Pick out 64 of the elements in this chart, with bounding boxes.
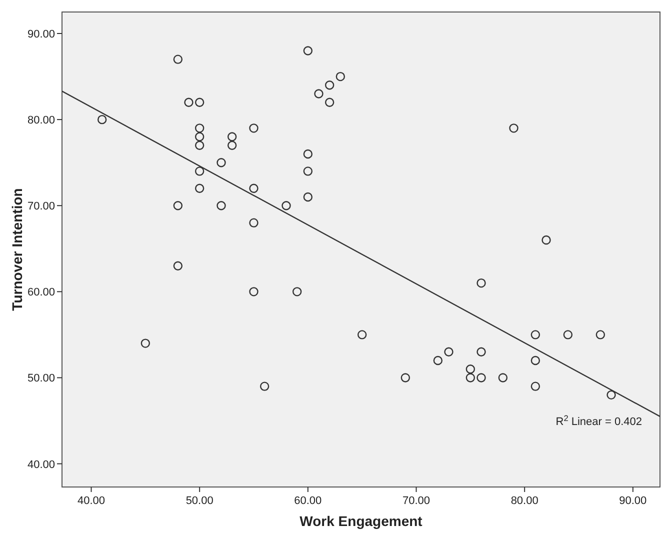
point <box>476 278 486 288</box>
point <box>303 166 313 176</box>
point <box>606 390 616 400</box>
point <box>476 373 486 382</box>
point <box>509 124 518 133</box>
x-tick-label: 60.00 <box>294 495 322 507</box>
point <box>194 184 204 194</box>
point <box>466 364 476 374</box>
y-tick-label: 50.00 <box>27 372 55 385</box>
point <box>194 98 204 107</box>
point <box>292 287 302 296</box>
point <box>194 140 204 150</box>
point <box>194 124 204 133</box>
point <box>216 158 226 168</box>
point <box>466 373 476 382</box>
point <box>249 124 258 133</box>
point <box>140 338 150 348</box>
point <box>173 261 183 270</box>
point <box>530 382 540 391</box>
point <box>249 184 258 194</box>
y-tick-label: 40.00 <box>27 458 55 471</box>
point <box>324 98 334 107</box>
y-axis-title: Turnover Intention <box>9 188 25 311</box>
y-tick-label: 60.00 <box>27 286 55 299</box>
point <box>444 347 454 356</box>
point <box>249 218 258 228</box>
point <box>303 192 313 202</box>
point <box>173 201 183 210</box>
point <box>216 201 226 210</box>
point <box>184 98 194 107</box>
point <box>194 132 204 142</box>
y-tick-label: 90.00 <box>27 28 55 41</box>
point <box>530 330 540 340</box>
point <box>227 140 237 150</box>
point <box>314 89 324 98</box>
y-tick-label: 70.00 <box>27 200 55 213</box>
point <box>194 166 204 176</box>
point <box>303 149 313 159</box>
y-tick-label: 80.00 <box>27 114 55 127</box>
point <box>400 373 410 382</box>
x-axis-title: Work Engagement <box>300 513 423 529</box>
point <box>336 72 346 82</box>
x-tick-label: 80.00 <box>510 495 538 507</box>
point <box>173 54 183 64</box>
point <box>596 330 606 340</box>
point <box>476 347 486 356</box>
point <box>433 356 443 366</box>
point <box>97 114 107 124</box>
x-tick-label: 50.00 <box>186 495 214 507</box>
point <box>357 330 367 340</box>
point <box>324 80 334 90</box>
point <box>303 46 313 56</box>
point <box>542 235 551 245</box>
x-tick-label: 90.00 <box>619 495 647 507</box>
point <box>530 356 540 366</box>
point <box>498 373 508 382</box>
point <box>260 382 270 391</box>
point <box>282 201 291 210</box>
x-tick-label: 70.00 <box>402 495 430 507</box>
x-tick-label: 40.00 <box>77 495 106 507</box>
point <box>249 287 258 296</box>
annotation: R$^{2}$ Linear = 0.402 <box>556 414 642 428</box>
point <box>563 330 573 340</box>
point <box>227 132 237 142</box>
